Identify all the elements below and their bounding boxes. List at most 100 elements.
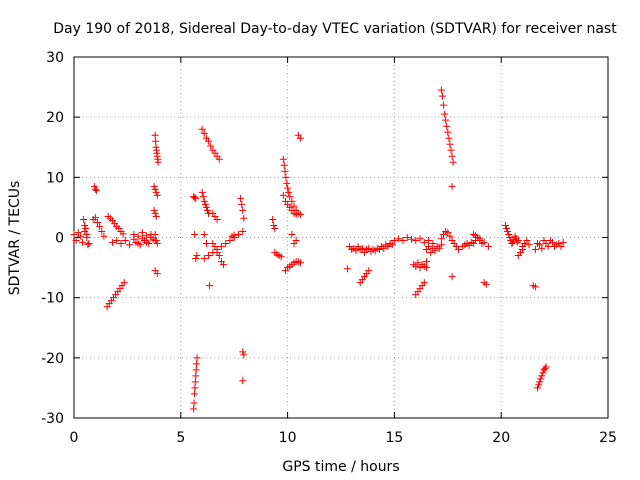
data-point bbox=[191, 384, 199, 392]
data-point bbox=[126, 241, 134, 249]
data-point bbox=[282, 173, 290, 181]
data-point bbox=[531, 283, 539, 291]
data-point bbox=[132, 238, 140, 246]
data-point bbox=[279, 191, 287, 199]
data-point bbox=[427, 249, 435, 257]
data-point bbox=[446, 140, 454, 148]
data-point bbox=[271, 224, 279, 232]
data-point bbox=[284, 184, 292, 192]
data-point bbox=[230, 231, 238, 239]
series-arc-39 bbox=[412, 279, 428, 299]
data-point bbox=[277, 253, 285, 261]
data-point bbox=[153, 240, 161, 248]
data-point bbox=[407, 235, 415, 243]
data-point bbox=[422, 258, 430, 266]
y-tick-label: -30 bbox=[41, 411, 64, 427]
data-point bbox=[239, 227, 247, 235]
data-point bbox=[537, 375, 545, 383]
series-arc-40 bbox=[410, 258, 430, 272]
series-arc-56 bbox=[534, 237, 567, 252]
data-point bbox=[296, 134, 304, 142]
y-tick-label: 20 bbox=[46, 110, 64, 126]
data-point bbox=[525, 241, 533, 249]
data-point bbox=[74, 229, 82, 237]
data-point bbox=[205, 252, 213, 260]
data-point bbox=[506, 234, 514, 241]
y-axis-label: SDTVAR / TECUs bbox=[7, 181, 23, 296]
y-tick-label: 0 bbox=[55, 231, 64, 247]
data-point bbox=[403, 234, 411, 241]
series-arc-11 bbox=[150, 206, 160, 220]
data-point bbox=[501, 221, 509, 229]
data-point bbox=[478, 240, 486, 248]
series-arc-35 bbox=[343, 265, 351, 273]
series-arc-45 bbox=[448, 182, 456, 190]
data-point bbox=[192, 194, 200, 202]
series-arc-33 bbox=[281, 258, 304, 275]
data-point bbox=[204, 206, 211, 214]
data-point bbox=[279, 155, 287, 163]
x-tick-label: 20 bbox=[492, 430, 510, 446]
data-point bbox=[193, 360, 201, 368]
data-point bbox=[200, 255, 208, 263]
data-point bbox=[113, 237, 121, 245]
data-point bbox=[145, 240, 153, 248]
data-point bbox=[414, 259, 422, 267]
series-arc-42 bbox=[422, 264, 430, 272]
data-point bbox=[80, 215, 88, 223]
data-point bbox=[551, 243, 559, 251]
data-point bbox=[220, 261, 228, 269]
data-point bbox=[190, 390, 198, 398]
data-point bbox=[237, 194, 245, 202]
series-arc-51 bbox=[514, 246, 527, 260]
data-point bbox=[534, 384, 542, 392]
data-point bbox=[343, 265, 351, 273]
series-arc-49 bbox=[480, 279, 490, 288]
data-point bbox=[380, 244, 388, 252]
y-tick-label: 10 bbox=[46, 170, 64, 186]
series-arc-43 bbox=[437, 227, 462, 254]
x-tick-label: 5 bbox=[176, 430, 185, 446]
data-point bbox=[435, 244, 443, 252]
data-point bbox=[138, 229, 146, 237]
series-arc-26 bbox=[239, 348, 248, 359]
data-point bbox=[290, 202, 298, 210]
data-point bbox=[283, 179, 291, 187]
data-point bbox=[296, 259, 304, 267]
data-point bbox=[240, 351, 248, 359]
data-point bbox=[442, 116, 450, 124]
data-point bbox=[70, 230, 78, 238]
series-arc-14 bbox=[190, 193, 200, 202]
data-point bbox=[285, 188, 293, 196]
data-point bbox=[152, 212, 160, 220]
data-point bbox=[108, 238, 116, 246]
data-point bbox=[444, 128, 452, 136]
data-point bbox=[420, 279, 428, 287]
data-point bbox=[207, 142, 215, 150]
data-point bbox=[559, 238, 567, 246]
series-arc-19 bbox=[200, 230, 210, 248]
series-arc-5 bbox=[104, 212, 127, 238]
series-arc-27 bbox=[239, 377, 247, 385]
series-arc-6 bbox=[103, 279, 128, 311]
data-point bbox=[365, 267, 373, 275]
data-point bbox=[484, 243, 492, 251]
data-point bbox=[200, 197, 208, 205]
data-point bbox=[140, 237, 148, 245]
data-point bbox=[352, 247, 360, 255]
series-arc-55 bbox=[531, 237, 565, 254]
data-point bbox=[541, 365, 549, 373]
y-tick-label: 30 bbox=[46, 50, 64, 66]
data-point bbox=[420, 238, 428, 246]
series-arc-10 bbox=[150, 182, 161, 199]
data-point bbox=[92, 187, 100, 195]
data-point bbox=[412, 237, 420, 245]
data-point bbox=[416, 235, 424, 243]
data-point bbox=[238, 200, 246, 208]
series-arc-46 bbox=[448, 273, 456, 281]
data-point bbox=[119, 230, 127, 238]
data-point bbox=[508, 240, 516, 248]
series-arc-12 bbox=[151, 230, 161, 248]
series-arc-4 bbox=[89, 214, 108, 240]
data-point bbox=[202, 203, 210, 211]
